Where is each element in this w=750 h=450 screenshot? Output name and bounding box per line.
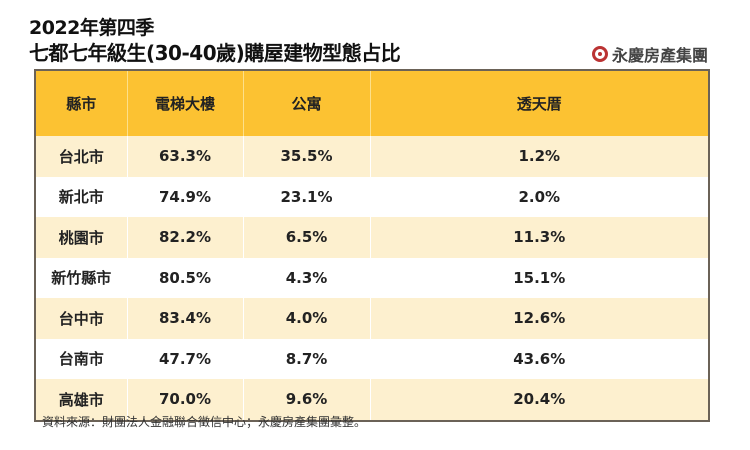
column-header: 公寓 <box>242 70 370 136</box>
city-cell: 新竹縣市 <box>35 257 127 298</box>
value-cell: 80.5% <box>126 257 243 298</box>
title-line-2: 七都七年級生(30-40歲)購屋建物型態占比 <box>29 41 401 65</box>
column-header: 縣市 <box>35 70 127 136</box>
value-cell: 74.9% <box>126 176 243 217</box>
value-cell: 20.4% <box>369 379 709 421</box>
column-header: 電梯大樓 <box>126 70 243 136</box>
value-cell: 70.0% <box>126 379 243 421</box>
value-cell: 63.3% <box>126 136 243 177</box>
table-row: 高雄市 70.0% 9.6% 20.4% <box>35 379 709 421</box>
value-cell: 1.2% <box>369 136 709 177</box>
value-cell: 23.1% <box>242 176 370 217</box>
table-row: 台北市 63.3% 35.5% 1.2% <box>35 136 709 177</box>
value-cell: 47.7% <box>126 338 243 379</box>
city-cell: 高雄市 <box>35 379 127 421</box>
table-row: 桃園市 82.2% 6.5% 11.3% <box>35 217 709 258</box>
city-cell: 台北市 <box>35 136 127 177</box>
table-row: 台南市 47.7% 8.7% 43.6% <box>35 338 709 379</box>
value-cell: 15.1% <box>369 257 709 298</box>
table-row: 新北市 74.9% 23.1% 2.0% <box>35 176 709 217</box>
city-cell: 台南市 <box>35 338 127 379</box>
logo-icon <box>591 46 608 62</box>
value-cell: 2.0% <box>369 176 709 217</box>
city-cell: 桃園市 <box>35 217 127 258</box>
table-header-row: 縣市 電梯大樓 公寓 透天厝 <box>35 70 709 136</box>
value-cell: 6.5% <box>242 217 370 258</box>
column-header: 透天厝 <box>369 70 709 136</box>
data-table: 縣市 電梯大樓 公寓 透天厝 台北市 63.3% 35.5% 1.2% 新北市 74.9% 23.… <box>34 69 710 422</box>
value-cell: 4.0% <box>242 298 370 339</box>
value-cell: 9.6% <box>242 379 370 421</box>
city-cell: 台中市 <box>35 298 127 339</box>
logo-text: 永慶房產集團 <box>611 46 708 65</box>
value-cell: 83.4% <box>126 298 243 339</box>
city-cell: 新北市 <box>35 176 127 217</box>
source-note: 資料來源：財團法人金融聯合徵信中心；永慶房產集團彙整。 <box>42 415 367 429</box>
value-cell: 4.3% <box>242 257 370 298</box>
value-cell: 82.2% <box>126 217 243 258</box>
value-cell: 43.6% <box>369 338 709 379</box>
value-cell: 35.5% <box>242 136 370 177</box>
table-row: 台中市 83.4% 4.0% 12.6% <box>35 298 709 339</box>
brand-logo: 永慶房產集團 <box>591 42 708 66</box>
table-row: 新竹縣市 80.5% 4.3% 15.1% <box>35 257 709 298</box>
value-cell: 12.6% <box>369 298 709 339</box>
title-line-1: 2022年第四季 <box>29 17 154 39</box>
value-cell: 8.7% <box>242 338 370 379</box>
value-cell: 11.3% <box>369 217 709 258</box>
